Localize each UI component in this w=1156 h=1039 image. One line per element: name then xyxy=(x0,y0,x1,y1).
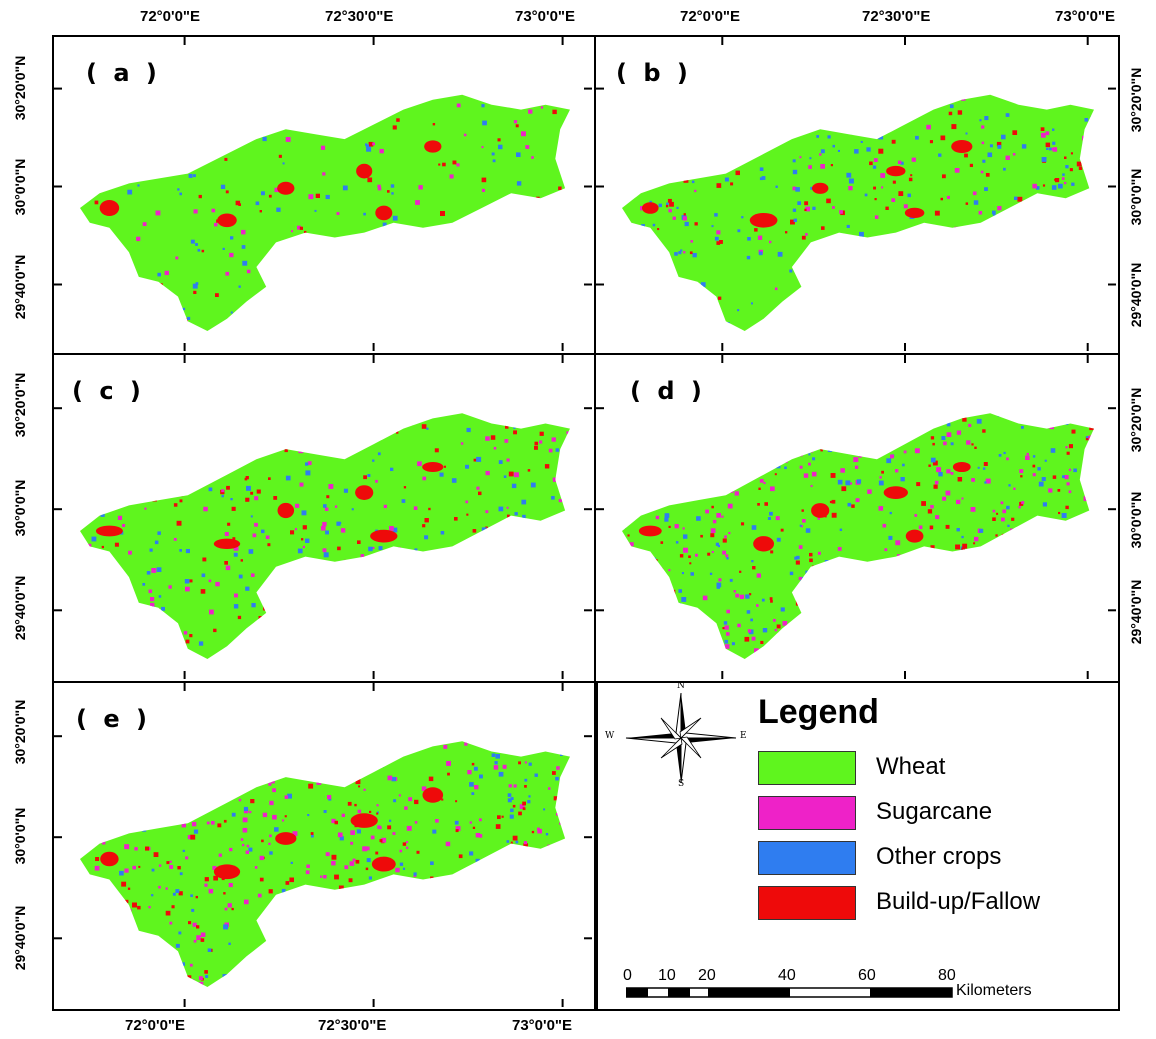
compass-east-label: E xyxy=(740,731,747,741)
legend-swatch-build-up-fallow xyxy=(758,886,856,920)
map-panel-e: ( e ) xyxy=(52,681,596,1011)
panel-label-a: ( a ) xyxy=(86,59,161,87)
legend-swatch-wheat xyxy=(758,751,856,785)
top-lon-label-b1: 72°0'0"E xyxy=(680,8,741,25)
right-lat-label-d3: 29°40'0"N xyxy=(1128,579,1144,645)
scale-unit-label: Kilometers xyxy=(956,982,1032,999)
legend-title: Legend xyxy=(758,693,879,731)
legend-swatch-other-crops xyxy=(758,841,856,875)
top-lon-label-a1: 72°0'0"E xyxy=(140,8,201,25)
district-map-a xyxy=(54,37,592,351)
top-lon-label-b3: 73°0'0"E xyxy=(1055,8,1116,25)
legend-label-build-up-fallow: Build-up/Fallow xyxy=(876,888,1041,915)
left-lat-label-a1: 30°20'0"N xyxy=(12,55,28,121)
scale-tick-label-40: 40 xyxy=(778,967,796,984)
district-area xyxy=(622,413,1094,659)
panel-label-d: ( d ) xyxy=(630,377,706,405)
district-map-b xyxy=(596,37,1116,351)
left-lat-label-e3: 29°40'0"N xyxy=(12,905,28,971)
left-lat-label-e2: 30°0'0"N xyxy=(12,807,28,865)
left-lat-label-a2: 30°0'0"N xyxy=(12,158,28,216)
right-lat-label-b3: 29°40'0"N xyxy=(1128,262,1144,328)
compass-south-label: S xyxy=(678,779,685,789)
scale-tick-label-80: 80 xyxy=(938,967,956,984)
compass-rose-icon xyxy=(625,692,737,784)
map-panel-a: ( a ) xyxy=(52,35,596,355)
right-lat-label-b1: 30°20'0"N xyxy=(1128,67,1144,133)
district-map-d xyxy=(596,355,1116,679)
district-area xyxy=(80,413,570,659)
top-lon-label-b2: 72°30'0"E xyxy=(862,8,931,25)
bottom-lon-label-3: 73°0'0"E xyxy=(512,1017,573,1034)
left-lat-label-e1: 30°20'0"N xyxy=(12,699,28,765)
scale-bar xyxy=(626,987,953,998)
top-lon-label-a2: 72°30'0"E xyxy=(325,8,394,25)
scale-tick-label-20: 20 xyxy=(698,967,716,984)
right-lat-label-d2: 30°0'0"N xyxy=(1128,491,1144,549)
legend-label-other-crops: Other crops xyxy=(876,843,1002,870)
legend-panel: N S E W Legend Wheat Sugarcane Other cro… xyxy=(596,681,1120,1011)
left-lat-label-c3: 29°40'0"N xyxy=(12,575,28,641)
district-area xyxy=(622,94,1094,331)
left-lat-label-c2: 30°0'0"N xyxy=(12,479,28,537)
legend-label-sugarcane: Sugarcane xyxy=(876,798,993,825)
district-area xyxy=(80,741,570,987)
legend-label-wheat: Wheat xyxy=(876,753,946,780)
map-panel-c: ( c ) xyxy=(52,353,596,683)
district-area xyxy=(80,94,570,331)
map-panel-b: ( b ) xyxy=(594,35,1120,355)
bottom-lon-label-2: 72°30'0"E xyxy=(318,1017,387,1034)
compass-west-label: W xyxy=(605,731,615,741)
top-lon-label-a3: 73°0'0"E xyxy=(515,8,576,25)
compass-north-label: N xyxy=(677,681,685,691)
left-lat-label-a3: 29°40'0"N xyxy=(12,254,28,320)
district-map-e xyxy=(54,683,592,1007)
right-lat-label-b2: 30°0'0"N xyxy=(1128,168,1144,226)
right-lat-label-d1: 30°20'0"N xyxy=(1128,387,1144,453)
scale-tick-label-10: 10 xyxy=(658,967,676,984)
legend-swatch-sugarcane xyxy=(758,796,856,830)
scale-tick-label-0: 0 xyxy=(623,967,632,984)
panel-label-e: ( e ) xyxy=(76,705,151,733)
panel-label-c: ( c ) xyxy=(72,377,145,405)
bottom-lon-label-1: 72°0'0"E xyxy=(125,1017,186,1034)
scale-tick-label-60: 60 xyxy=(858,967,876,984)
district-map-c xyxy=(54,355,592,679)
map-panel-d: ( d ) xyxy=(594,353,1120,683)
left-lat-label-c1: 30°20'0"N xyxy=(12,372,28,438)
panel-label-b: ( b ) xyxy=(616,59,692,87)
